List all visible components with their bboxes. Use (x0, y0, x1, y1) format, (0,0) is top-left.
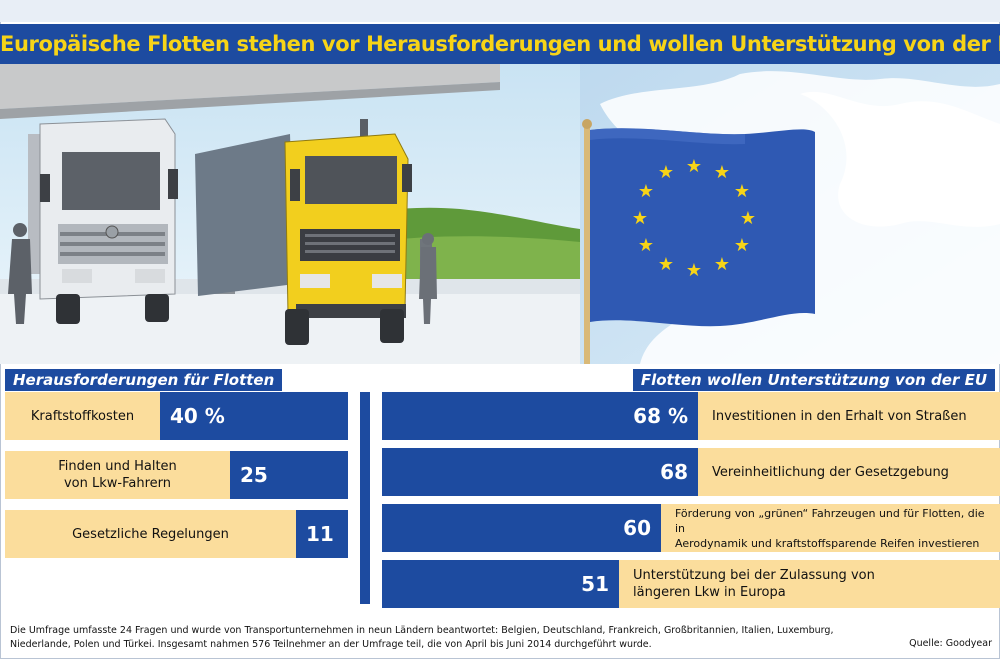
eu-flag-icon: ★ ★ ★ ★ ★ ★ ★ ★ ★ ★ ★ ★ (582, 119, 815, 364)
left-row-bg (5, 510, 348, 558)
left-bar (296, 510, 348, 558)
right-bar (382, 560, 619, 608)
source-note: Quelle: Goodyear (909, 638, 992, 649)
svg-text:★: ★ (658, 162, 674, 183)
left-bar-value: 25 (240, 463, 268, 487)
svg-text:★: ★ (632, 208, 648, 229)
svg-text:★: ★ (740, 208, 756, 229)
panel-divider (360, 392, 370, 604)
svg-text:★: ★ (734, 235, 750, 256)
svg-text:★: ★ (638, 235, 654, 256)
right-row-label: Förderung von „grünen“ Fahrzeugen und fü… (675, 506, 985, 550)
footnote: Die Umfrage umfasste 24 Fragen und wurde… (10, 625, 834, 650)
filling-station-scene (0, 64, 580, 364)
svg-text:★: ★ (714, 162, 730, 183)
left-bar-chart: Kraftstoffkosten 40 % Finden und Halten vo… (5, 392, 348, 558)
left-row-label: Finden und Halten von Lkw-Fahrern (58, 459, 177, 491)
left-bar (160, 392, 348, 440)
right-bar-value: 68 (660, 460, 688, 484)
driver-figure-icon (8, 223, 437, 324)
right-row-label: Investitionen in den Erhalt von Straßen (712, 408, 967, 424)
title-bar (0, 24, 1000, 64)
left-bar (230, 451, 348, 499)
left-section-heading: Herausforderungen für Flotten (5, 369, 283, 391)
right-bar (382, 504, 661, 552)
svg-text:★: ★ (638, 181, 654, 202)
yellow-truck-icon (195, 119, 412, 345)
page-title: Europäische Flotten stehen vor Herausfor… (0, 32, 1000, 56)
right-section-heading: Flotten wollen Unterstützung von der EU (632, 369, 995, 391)
white-truck-icon (28, 118, 178, 324)
left-row-label: Kraftstoffkosten (30, 408, 135, 424)
right-bar (382, 448, 698, 496)
left-bar-value: 11 (306, 522, 334, 546)
right-bar-value: 68 % (633, 404, 688, 428)
illustration: ★ ★ ★ ★ ★ ★ ★ ★ ★ ★ ★ ★ (0, 64, 1000, 364)
right-bar-value: 60 (623, 516, 651, 540)
right-row-label: Vereinheitlichung der Gesetzgebung (712, 464, 949, 480)
svg-text:★: ★ (714, 254, 730, 275)
svg-text:★: ★ (658, 254, 674, 275)
left-row-label: Gesetzliche Regelungen (72, 526, 229, 542)
svg-text:★: ★ (686, 156, 702, 177)
right-bar-value: 51 (581, 572, 609, 596)
right-bar-chart: 68 % Investitionen in den Erhalt von Stra… (382, 392, 1000, 608)
right-bar (382, 392, 698, 440)
left-bar-value: 40 % (170, 404, 225, 428)
svg-text:★: ★ (686, 260, 702, 281)
top-strip (0, 0, 1000, 22)
right-row-label: Unterstützung bei der Zulassung von läng… (633, 568, 875, 600)
svg-text:★: ★ (734, 181, 750, 202)
